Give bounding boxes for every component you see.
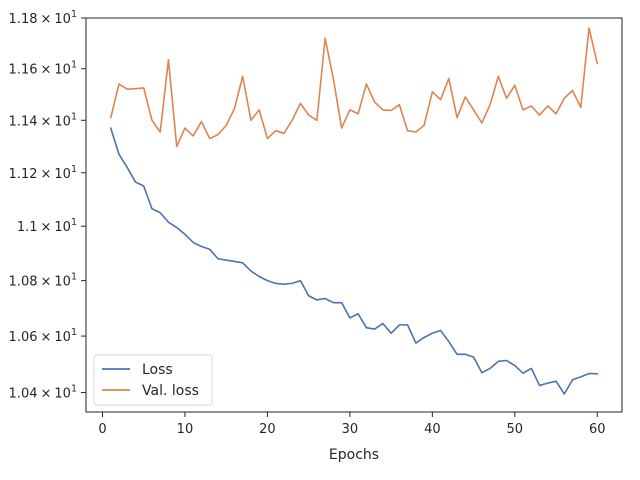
legend-label-loss: Loss bbox=[142, 362, 173, 378]
y-tick-label: 1.16 × 101 bbox=[9, 60, 77, 78]
y-tick-times: × bbox=[41, 220, 52, 235]
y-tick-exponent: 1 bbox=[71, 9, 77, 20]
y-tick-times: × bbox=[41, 275, 52, 290]
x-axis-title: Epochs bbox=[329, 447, 379, 463]
y-tick-mantissa: 1.16 bbox=[9, 63, 38, 78]
y-tick-mantissa: 1.08 bbox=[9, 275, 38, 290]
y-tick-label: 1.18 × 101 bbox=[9, 9, 77, 27]
y-tick-times: × bbox=[41, 12, 52, 27]
y-tick-base: 10 bbox=[54, 220, 71, 235]
plot-frame bbox=[85, 17, 623, 413]
x-tick-label: 0 bbox=[98, 422, 106, 437]
legend-frame bbox=[93, 354, 213, 406]
y-tick-exponent: 1 bbox=[71, 217, 77, 228]
x-tick-label: 10 bbox=[177, 422, 194, 437]
legend: Loss Val. loss bbox=[93, 354, 213, 406]
y-tick-label: 1.12 × 101 bbox=[9, 164, 77, 182]
x-tick-label: 30 bbox=[342, 422, 359, 437]
x-tick-label: 50 bbox=[507, 422, 524, 437]
y-tick-exponent: 1 bbox=[71, 272, 77, 283]
y-tick-times: × bbox=[41, 330, 52, 345]
x-axis: 0 10 20 30 40 50 60 bbox=[98, 412, 606, 437]
y-tick-base: 10 bbox=[54, 63, 71, 78]
y-tick-label: 1.06 × 101 bbox=[9, 327, 77, 345]
x-tick-label: 60 bbox=[589, 422, 606, 437]
x-tick-label: 20 bbox=[259, 422, 276, 437]
y-tick-label: 1.14 × 101 bbox=[9, 111, 77, 129]
y-tick-base: 10 bbox=[54, 330, 71, 345]
series-line-val-loss bbox=[109, 27, 599, 148]
y-tick-base: 10 bbox=[54, 12, 71, 27]
y-tick-base: 10 bbox=[54, 387, 71, 402]
y-tick-times: × bbox=[41, 63, 52, 78]
y-tick-mantissa: 1.1 bbox=[17, 220, 38, 235]
y-tick-base: 10 bbox=[54, 275, 71, 290]
y-tick-base: 10 bbox=[54, 114, 71, 129]
x-tick-label: 40 bbox=[424, 422, 441, 437]
y-tick-times: × bbox=[41, 114, 52, 129]
y-tick-mantissa: 1.18 bbox=[9, 12, 38, 27]
y-tick-exponent: 1 bbox=[71, 384, 77, 395]
y-tick-mantissa: 1.04 bbox=[9, 387, 38, 402]
y-tick-exponent: 1 bbox=[71, 327, 77, 338]
series-line-loss bbox=[109, 127, 599, 395]
y-tick-label: 1.1 × 101 bbox=[17, 217, 77, 235]
y-tick-label: 1.04 × 101 bbox=[9, 384, 77, 402]
y-tick-mantissa: 1.12 bbox=[9, 167, 38, 182]
y-tick-times: × bbox=[41, 387, 52, 402]
legend-label-val-loss: Val. loss bbox=[142, 383, 199, 399]
y-tick-base: 10 bbox=[54, 167, 71, 182]
y-tick-label: 1.08 × 101 bbox=[9, 272, 77, 290]
y-tick-mantissa: 1.06 bbox=[9, 330, 38, 345]
y-tick-exponent: 1 bbox=[71, 164, 77, 175]
y-tick-exponent: 1 bbox=[71, 111, 77, 122]
y-tick-times: × bbox=[41, 167, 52, 182]
y-tick-exponent: 1 bbox=[71, 60, 77, 71]
plot-area bbox=[85, 17, 623, 413]
y-tick-mantissa: 1.14 bbox=[9, 114, 38, 129]
